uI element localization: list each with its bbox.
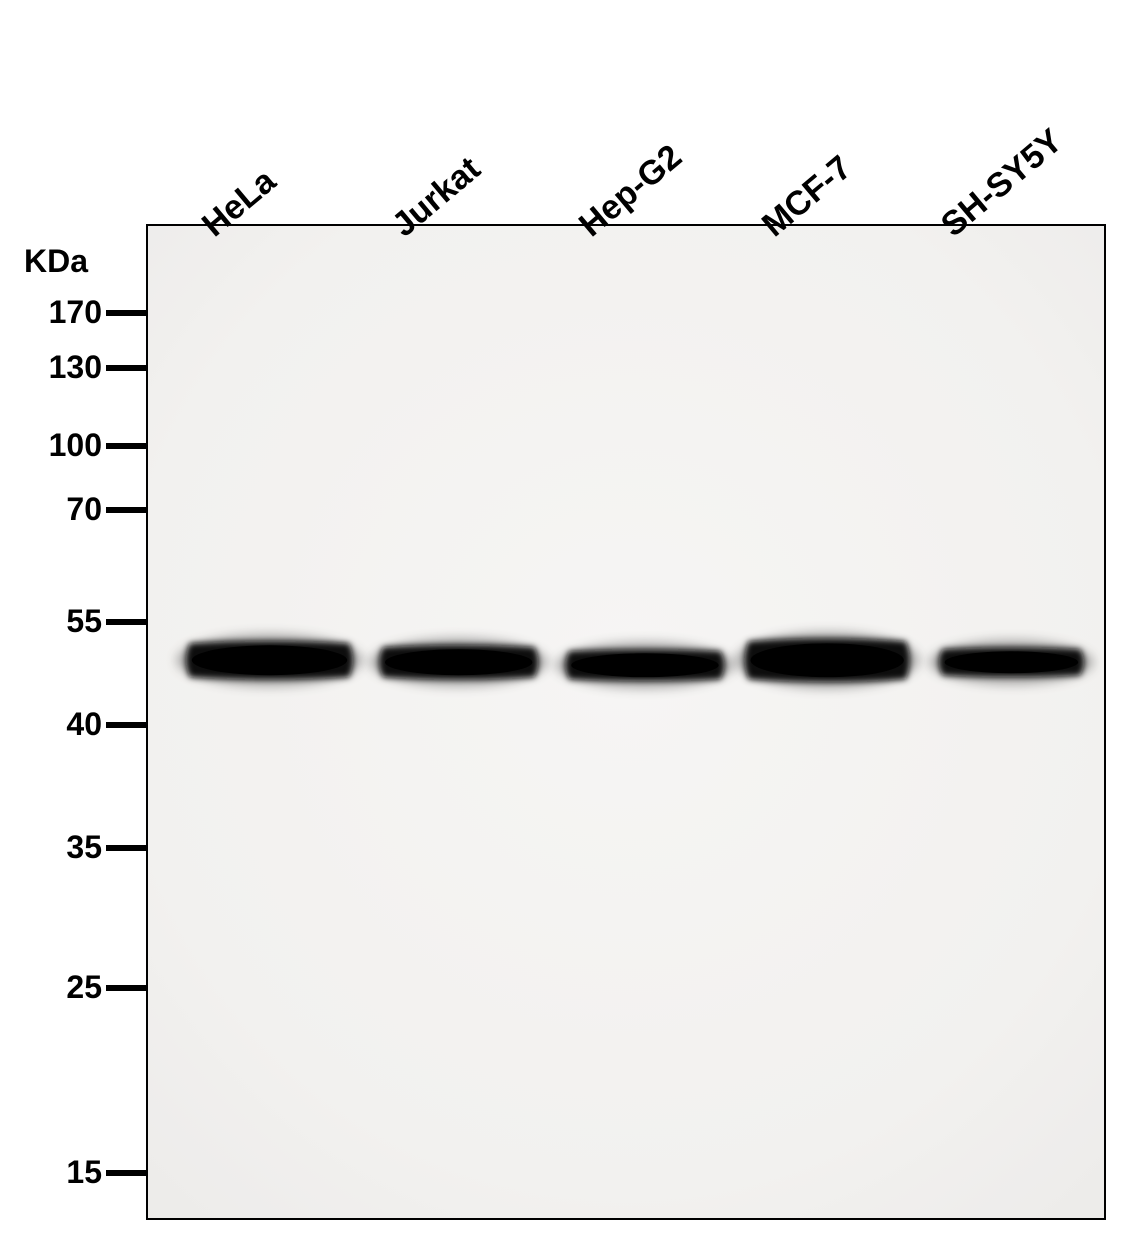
figure-container: KDa 170130100705540352515 HeLaJurk (0, 0, 1122, 1239)
marker-label-170: 170 (49, 294, 102, 331)
blot-svg (148, 226, 1104, 1218)
marker-label-70: 70 (66, 491, 102, 528)
marker-label-15: 15 (66, 1154, 102, 1191)
marker-tick-70 (106, 507, 146, 513)
marker-tick-15 (106, 1170, 146, 1176)
marker-tick-130 (106, 365, 146, 371)
blot-membrane (146, 224, 1106, 1220)
axis-unit-label: KDa (24, 243, 88, 280)
marker-label-25: 25 (66, 969, 102, 1006)
marker-tick-25 (106, 985, 146, 991)
marker-tick-35 (106, 845, 146, 851)
marker-tick-40 (106, 722, 146, 728)
marker-label-100: 100 (49, 427, 102, 464)
marker-tick-100 (106, 443, 146, 449)
marker-tick-55 (106, 619, 146, 625)
marker-label-130: 130 (49, 349, 102, 386)
marker-label-55: 55 (66, 603, 102, 640)
marker-label-35: 35 (66, 829, 102, 866)
marker-tick-170 (106, 310, 146, 316)
marker-label-40: 40 (66, 706, 102, 743)
